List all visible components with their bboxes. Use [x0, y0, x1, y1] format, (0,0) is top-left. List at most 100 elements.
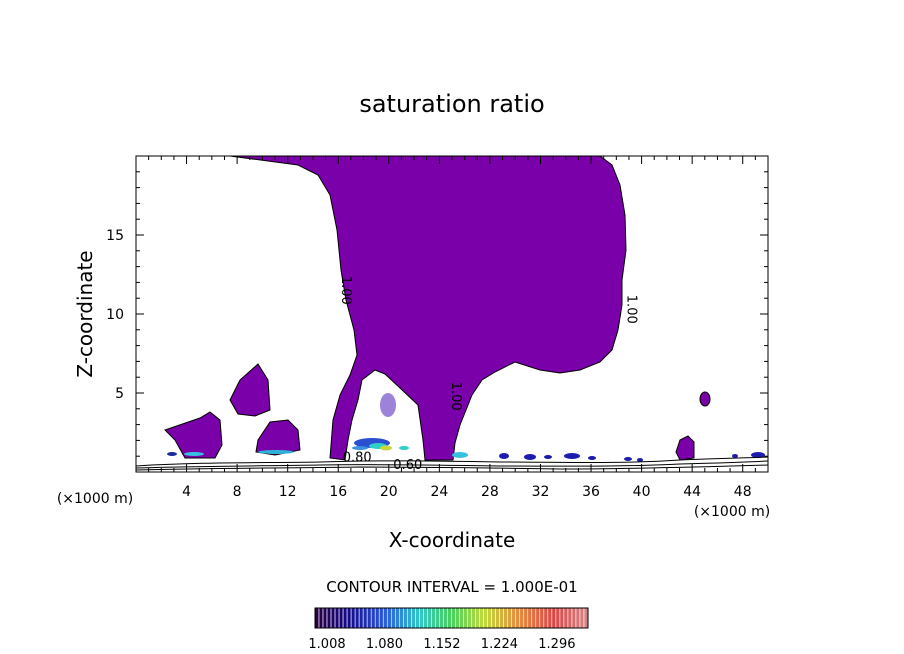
- colorbar-tick-label: 1.296: [538, 637, 575, 652]
- colorbar: 1.008 1.080 1.152 1.224 1.296: [308, 607, 589, 652]
- y-tick-label: 15: [106, 228, 124, 244]
- colorbar-frame: [314, 607, 589, 629]
- colorbar-tick-label: 1.224: [481, 637, 518, 652]
- y-tick-label: 5: [115, 386, 124, 402]
- colorbar-cell: [342, 607, 348, 629]
- colorbar-cell: [519, 607, 525, 629]
- colorbar-cell: [394, 607, 400, 629]
- colorbar-cell: [551, 607, 557, 629]
- colorbar-cell: [491, 607, 496, 629]
- colorbar-cell: [374, 607, 380, 629]
- colorbar-cell: [427, 607, 432, 629]
- x-unit-left: (×1000 m): [57, 491, 133, 507]
- colorbar-cell: [322, 607, 328, 629]
- colorbar-cell: [455, 607, 460, 629]
- x-tick-label: 4: [182, 484, 191, 500]
- supersaturation-regions: [164, 155, 711, 461]
- colorbar-cell: [567, 607, 573, 629]
- colorbar-cell: [435, 607, 440, 629]
- x-tick-label: 28: [481, 484, 499, 500]
- colorbar-cell: [403, 607, 408, 629]
- x-tick-label: 44: [683, 484, 701, 500]
- contour-label: 0.60: [393, 458, 422, 473]
- x-tick-label: 24: [430, 484, 448, 500]
- x-tick-label: 8: [233, 484, 242, 500]
- x-tick-label: 40: [633, 484, 651, 500]
- colorbar-cell: [415, 607, 420, 629]
- surface-patches: [499, 452, 765, 462]
- colorbar-cell: [314, 607, 320, 629]
- colorbar-cell: [547, 607, 553, 629]
- surface-contour-lines: [135, 456, 769, 471]
- colorbar-cell: [527, 607, 533, 629]
- x-tick-label: 16: [329, 484, 347, 500]
- colorbar-cells: [314, 607, 589, 629]
- cloud-region-left-2: [229, 363, 271, 417]
- cloud-region-right-2: [699, 391, 711, 407]
- colorbar-cell: [431, 607, 436, 629]
- contour-label: 0.80: [343, 451, 372, 466]
- colorbar-cell: [543, 607, 549, 629]
- colorbar-cell: [338, 607, 344, 629]
- x-tick-labels: 4 8 12 16 20 24 28 32 36 40 44 48: [182, 484, 752, 500]
- chart-title: saturation ratio: [359, 90, 544, 118]
- colorbar-cell: [475, 607, 480, 629]
- colorbar-cell: [443, 607, 448, 629]
- colorbar-cell: [447, 607, 452, 629]
- x-tick-label: 32: [532, 484, 550, 500]
- colorbar-cell: [499, 607, 504, 629]
- y-tick-label: 10: [106, 307, 124, 323]
- colorbar-cell: [370, 607, 376, 629]
- colorbar-tick-label: 1.080: [366, 637, 403, 652]
- colorbar-cell: [451, 607, 456, 629]
- colorbar-cell: [411, 607, 416, 629]
- colorbar-cell: [459, 607, 464, 629]
- cloud-region-left-1: [164, 411, 223, 459]
- colorbar-cell: [326, 607, 332, 629]
- colorbar-cell: [467, 607, 472, 629]
- x-tick-label: 12: [279, 484, 297, 500]
- colorbar-cell: [483, 607, 488, 629]
- colorbar-cell: [479, 607, 484, 629]
- colorbar-cell: [407, 607, 412, 629]
- colorbar-cell: [350, 607, 356, 629]
- colorbar-cell: [346, 607, 352, 629]
- contour-interval-label: CONTOUR INTERVAL = 1.000E-01: [326, 578, 577, 596]
- colorbar-cell: [378, 607, 384, 629]
- main-cloud-region: [229, 155, 627, 461]
- x-tick-label: 36: [582, 484, 600, 500]
- colorbar-cell: [579, 607, 585, 629]
- colorbar-cell: [495, 607, 500, 629]
- colorbar-cell: [487, 607, 492, 629]
- x-tick-label: 20: [380, 484, 398, 500]
- x-tick-label: 48: [734, 484, 752, 500]
- colorbar-tick-label: 1.152: [423, 637, 460, 652]
- colorbar-cell: [535, 607, 541, 629]
- y-tick-labels: 5 10 15: [106, 228, 124, 402]
- colorbar-cell: [354, 607, 360, 629]
- y-axis-label: Z-coordinate: [73, 250, 97, 377]
- colorbar-cell: [419, 607, 424, 629]
- axis-ticks: [136, 156, 769, 472]
- colorbar-cell: [390, 607, 396, 629]
- colorbar-cell: [334, 607, 340, 629]
- colorbar-cell: [571, 607, 577, 629]
- colorbar-cell: [575, 607, 581, 629]
- colorbar-cell: [471, 607, 476, 629]
- x-axis-label: X-coordinate: [389, 528, 516, 552]
- colorbar-cell: [386, 607, 392, 629]
- colorbar-labels: 1.008 1.080 1.152 1.224 1.296: [308, 637, 575, 652]
- contour-label: 1.00: [448, 382, 463, 411]
- colorbar-cell: [507, 607, 513, 629]
- colorbar-cell: [503, 607, 509, 629]
- high-saturation-cells: [167, 393, 468, 458]
- colorbar-cell: [583, 607, 589, 629]
- colorbar-cell: [555, 607, 561, 629]
- contour-label: 1.00: [624, 295, 639, 324]
- colorbar-cell: [423, 607, 428, 629]
- colorbar-cell: [330, 607, 336, 629]
- colorbar-cell: [399, 607, 404, 629]
- colorbar-cell: [318, 607, 324, 629]
- colorbar-cell: [539, 607, 545, 629]
